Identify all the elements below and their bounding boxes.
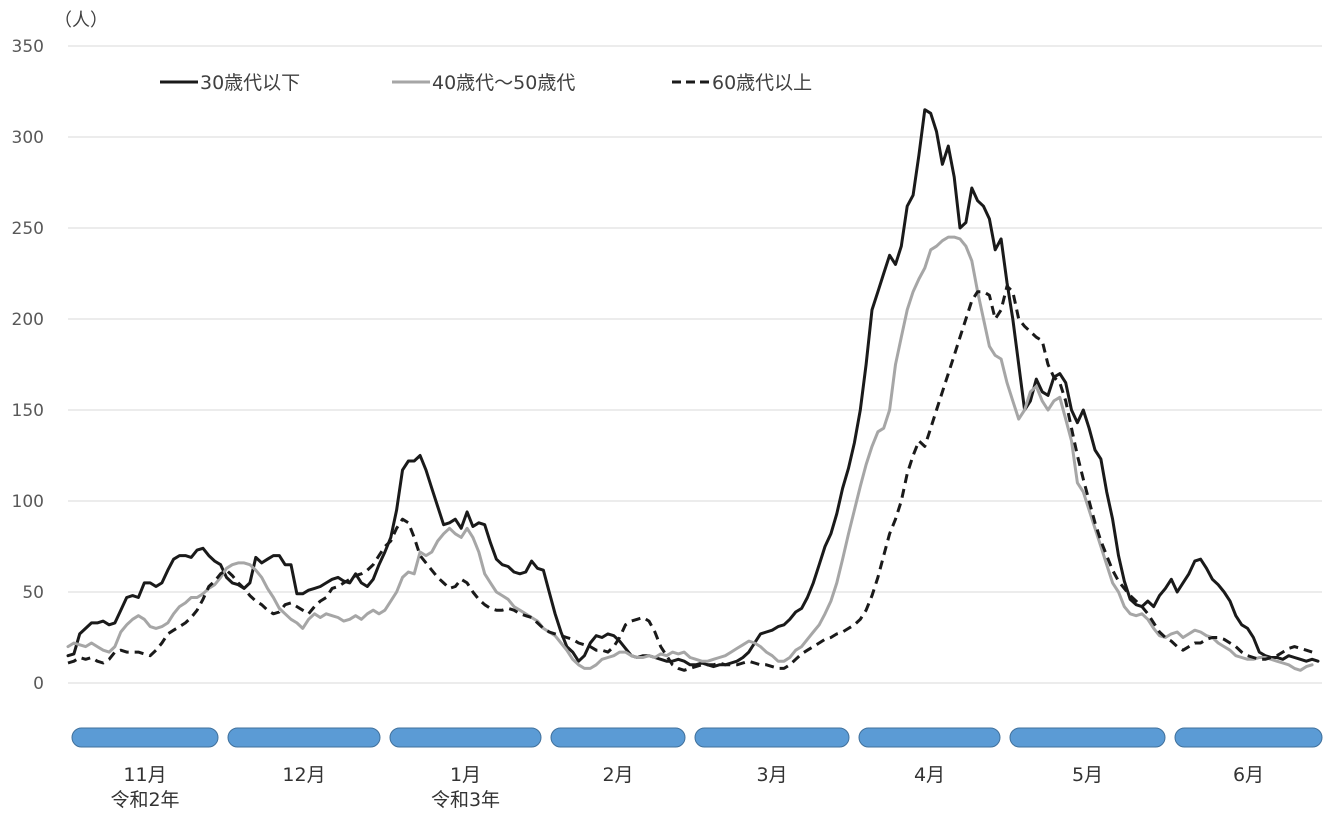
y-tick-label: 100 xyxy=(12,492,44,512)
legend: 30歳代以下 40歳代～50歳代 60歳代以上 xyxy=(160,72,812,94)
legend-label-1: 40歳代～50歳代 xyxy=(432,72,575,94)
month-bar-3 xyxy=(550,727,686,748)
month-bar-1 xyxy=(227,727,381,748)
legend-label-2: 60歳代以上 xyxy=(712,72,812,94)
series-line-1 xyxy=(66,235,1314,672)
month-label-7: 6月 xyxy=(1233,764,1264,786)
month-sublabel-0: 令和2年 xyxy=(110,789,179,811)
month-bar-7 xyxy=(1174,727,1323,748)
month-label-1: 12月 xyxy=(282,764,325,786)
month-bar-4 xyxy=(694,727,850,748)
month-bar-5 xyxy=(858,727,1001,748)
series-line-0 xyxy=(66,108,1320,669)
month-label-0: 11月 xyxy=(123,764,166,786)
month-label-6: 5月 xyxy=(1072,764,1103,786)
y-tick-label: 200 xyxy=(12,310,44,330)
month-label-3: 2月 xyxy=(602,764,633,786)
y-tick-label: 250 xyxy=(12,219,44,239)
month-sublabel-2: 令和3年 xyxy=(431,789,500,811)
legend-label-0: 30歳代以下 xyxy=(200,72,300,94)
y-axis-unit-label: （人） xyxy=(54,10,108,31)
y-tick-label: 350 xyxy=(12,37,44,57)
y-tick-label: 300 xyxy=(12,128,44,148)
month-bar-0 xyxy=(71,727,219,748)
month-bar-2 xyxy=(389,727,542,748)
month-label-2: 1月 xyxy=(450,764,481,786)
y-tick-label: 0 xyxy=(33,674,44,694)
month-label-4: 3月 xyxy=(756,764,787,786)
grid-lines xyxy=(68,45,1322,684)
y-tick-label: 150 xyxy=(12,401,44,421)
y-axis-ticks: 0 50 100 150 200 250 300 350 xyxy=(12,37,44,694)
month-label-5: 4月 xyxy=(914,764,945,786)
series-line-2 xyxy=(67,284,1313,672)
series-lines xyxy=(66,108,1320,672)
y-tick-label: 50 xyxy=(22,583,44,603)
month-bar-6 xyxy=(1009,727,1166,748)
